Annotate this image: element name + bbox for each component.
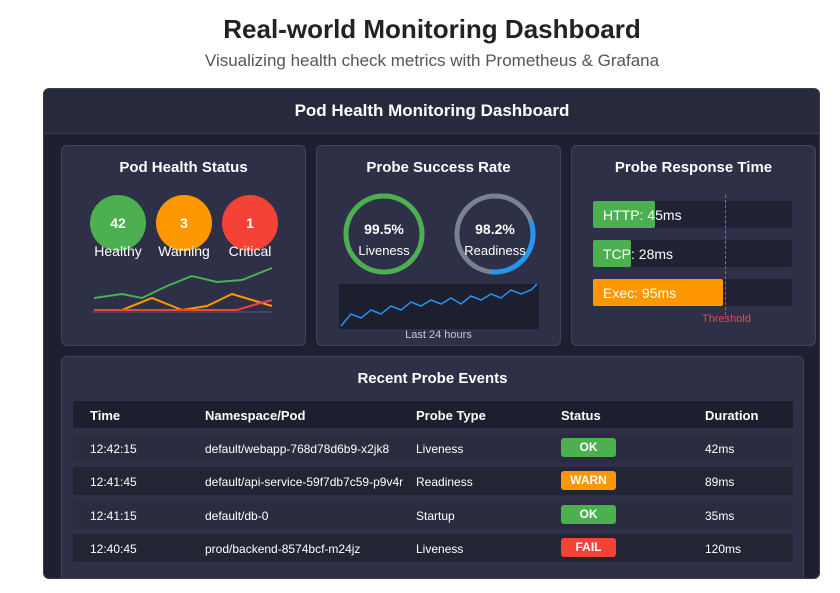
table-row[interactable]: 12:41:15 default/db-0 Startup OK 35ms	[73, 501, 793, 529]
liveness-label: Liveness	[358, 243, 410, 258]
tcp-bar-track: TCP: 28ms	[593, 240, 792, 267]
page-subtitle: Visualizing health check metrics with Pr…	[204, 51, 660, 70]
readiness-value: 98.2%	[475, 221, 515, 237]
threshold-line	[725, 195, 726, 315]
threshold-label: Threshold	[702, 313, 751, 325]
row-duration: 120ms	[705, 542, 742, 556]
readiness-ring-svg	[454, 193, 536, 275]
col-time: Time	[90, 408, 121, 423]
pod-health-title: Pod Health Status	[119, 159, 248, 176]
http-bar-track: HTTP: 45ms	[593, 201, 792, 228]
readiness-label: Readiness	[464, 243, 526, 258]
row-probe: Liveness	[416, 442, 464, 456]
row-duration: 89ms	[705, 475, 735, 489]
warning-circle: 3	[156, 195, 212, 251]
warning-count: 3	[180, 215, 188, 231]
row-time: 12:41:45	[90, 475, 137, 489]
readiness-ring: 98.2% Readiness	[452, 191, 538, 277]
row-probe: Readiness	[416, 475, 473, 489]
healthy-label: Healthy	[94, 243, 142, 259]
dashboard-title: Pod Health Monitoring Dashboard	[294, 101, 570, 120]
healthy-count: 42	[110, 215, 126, 231]
col-pod: Namespace/Pod	[205, 408, 306, 423]
status-badge: OK	[561, 438, 616, 457]
row-probe: Liveness	[416, 542, 464, 556]
col-status: Status	[561, 408, 601, 423]
exec-bar-fill	[593, 279, 723, 306]
probe-success-title: Probe Success Rate	[366, 159, 511, 176]
row-time: 12:42:15	[90, 442, 137, 456]
warning-label: Warning	[158, 243, 210, 259]
dashboard-header: Pod Health Monitoring Dashboard	[44, 89, 819, 134]
healthy-circle: 42	[90, 195, 146, 251]
probe-success-panel[interactable]: Probe Success Rate 99.5% Liveness 98.2% …	[316, 145, 561, 346]
success-sparkline	[339, 284, 539, 329]
recent-events-panel[interactable]: Recent Probe Events Time Namespace/Pod P…	[61, 356, 804, 578]
status-badge: FAIL	[561, 538, 616, 557]
table-row[interactable]: 12:40:45 prod/backend-8574bcf-m24jz Live…	[73, 534, 793, 562]
liveness-ring: 99.5% Liveness	[341, 191, 427, 277]
critical-count: 1	[246, 215, 254, 231]
row-duration: 42ms	[705, 442, 735, 456]
row-probe: Startup	[416, 509, 455, 523]
table-row[interactable]: 12:42:15 default/webapp-768d78d6b9-x2jk8…	[73, 434, 793, 462]
trend-line-critical	[94, 299, 273, 311]
page-title: Real-world Monitoring Dashboard	[223, 14, 641, 44]
row-duration: 35ms	[705, 509, 735, 523]
http-bar-label: HTTP: 45ms	[603, 207, 682, 223]
tcp-bar-label: TCP: 28ms	[603, 246, 674, 262]
row-pod: default/db-0	[205, 509, 269, 523]
response-time-panel[interactable]: Probe Response Time HTTP: 45ms TCP: 28ms…	[571, 145, 816, 346]
row-time: 12:41:15	[90, 509, 137, 523]
liveness-ring-svg	[343, 193, 425, 275]
critical-label: Critical	[228, 243, 272, 259]
sparkline-line	[340, 284, 538, 327]
sparkline-caption: Last 24 hours	[405, 329, 472, 341]
trend-line-healthy	[93, 267, 273, 300]
dashboard: Pod Health Monitoring Dashboard Pod Heal…	[43, 88, 820, 579]
events-table-header: Time Namespace/Pod Probe Type Status Dur…	[73, 401, 793, 428]
row-pod: default/webapp-768d78d6b9-x2jk8	[205, 442, 390, 456]
pod-health-panel[interactable]: Pod Health Status 42 Healthy 3 Warning 1…	[61, 145, 306, 346]
col-duration: Duration	[705, 408, 759, 423]
table-row[interactable]: 12:41:45 default/api-service-59f7db7c59-…	[73, 467, 793, 495]
row-pod: prod/backend-8574bcf-m24jz	[205, 542, 361, 556]
critical-circle: 1	[222, 195, 278, 251]
row-time: 12:40:45	[90, 542, 137, 556]
row-pod: default/api-service-59f7db7c59-p9v4r	[205, 475, 404, 489]
exec-bar-track: Exec: 95ms	[593, 279, 792, 306]
exec-bar-label: Exec: 95ms	[603, 285, 677, 301]
sparkline-background	[339, 284, 539, 329]
tcp-bar-fill	[593, 240, 631, 267]
response-time-title: Probe Response Time	[614, 159, 773, 176]
liveness-ring-arc	[343, 193, 425, 275]
recent-events-title: Recent Probe Events	[357, 370, 508, 387]
status-badge: WARN	[561, 471, 616, 490]
status-badge: OK	[561, 505, 616, 524]
col-probe-type: Probe Type	[416, 408, 486, 423]
liveness-value: 99.5%	[364, 221, 404, 237]
trend-line-warning	[94, 292, 273, 312]
http-bar-fill	[593, 201, 655, 228]
health-trend-chart	[92, 267, 273, 313]
